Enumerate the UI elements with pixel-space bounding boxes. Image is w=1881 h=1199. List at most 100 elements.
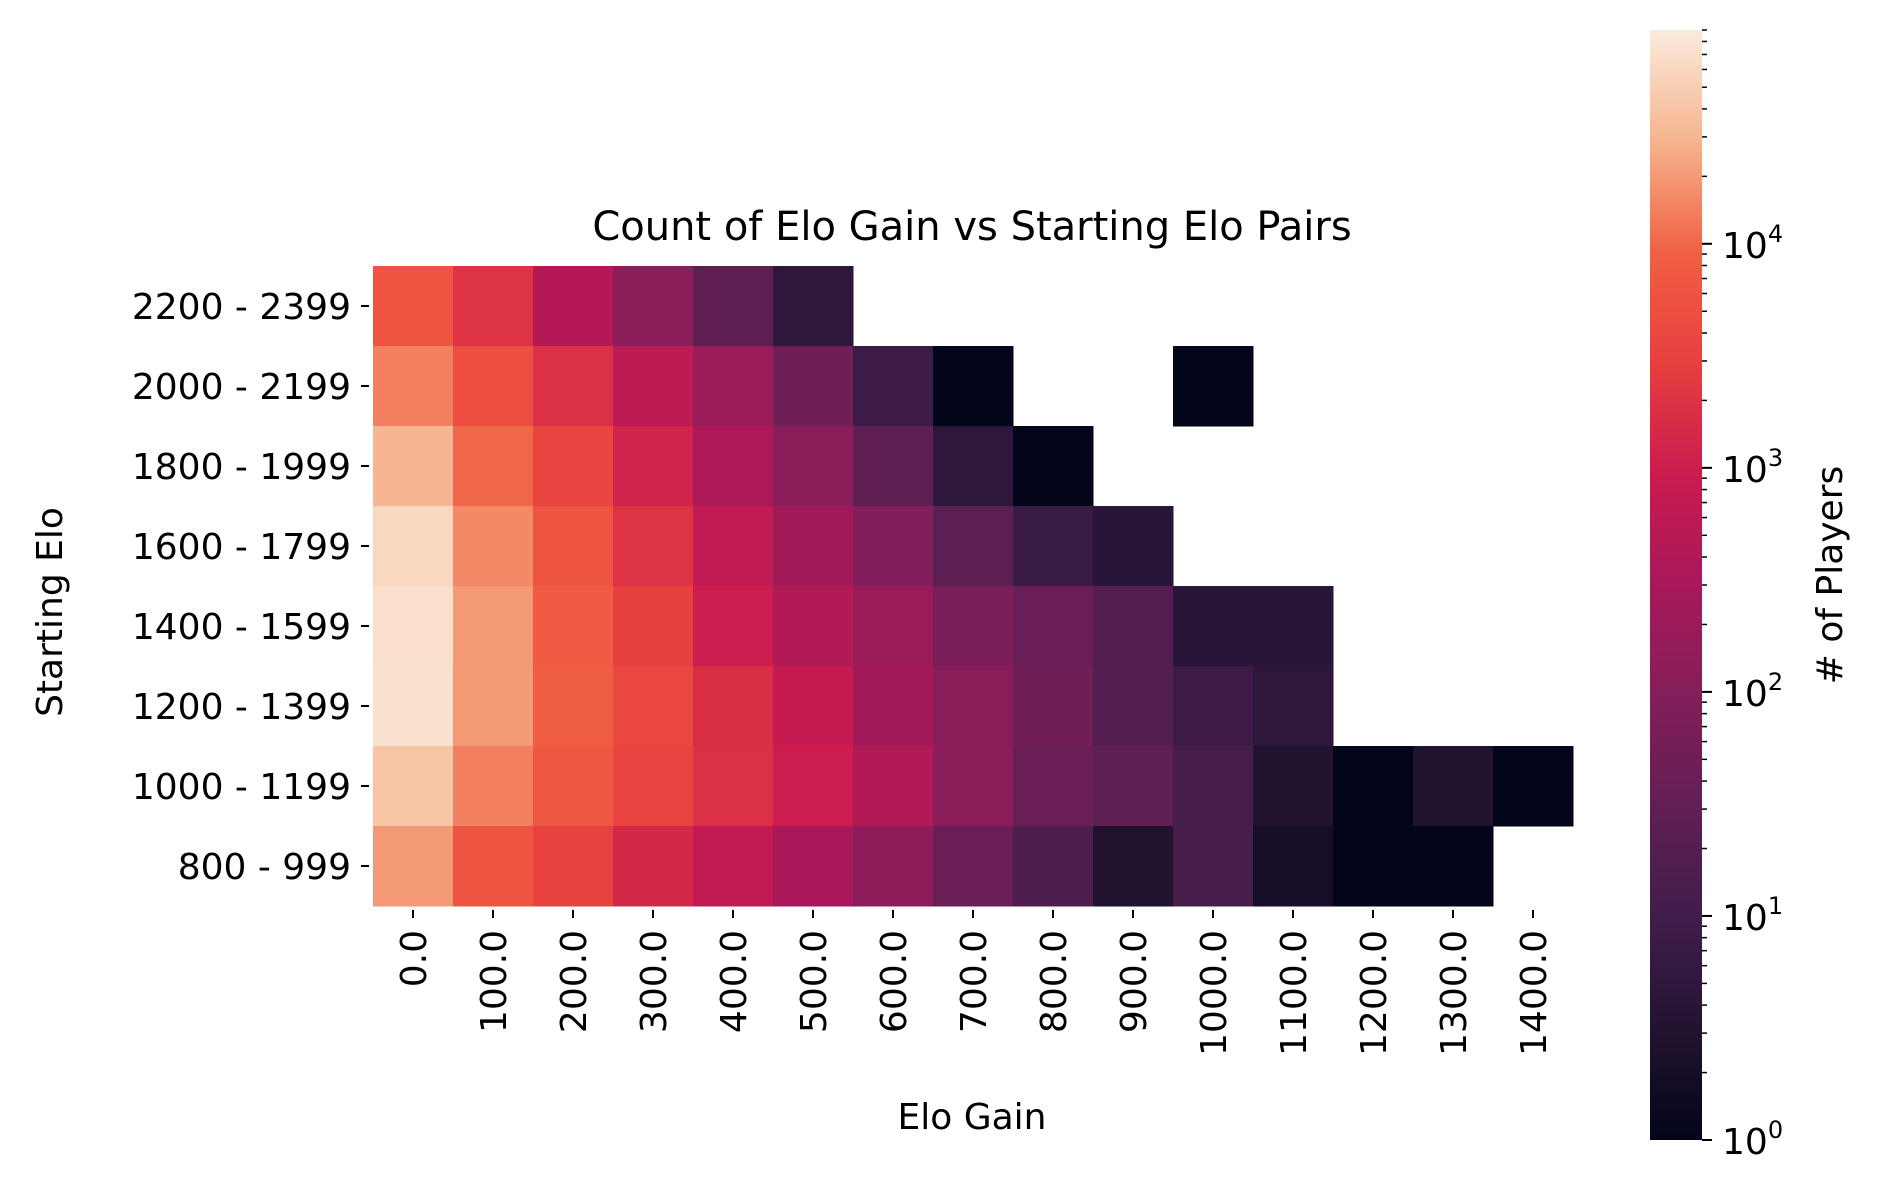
heatmap-cell <box>373 426 454 507</box>
heatmap-cell <box>1173 346 1254 427</box>
heatmap-cell <box>853 426 934 507</box>
colorbar-label: # of Players <box>1810 466 1851 685</box>
heatmap-cell <box>1173 746 1254 827</box>
x-tick-label: 800.0 <box>1034 930 1075 1033</box>
heatmap-cell <box>773 266 854 347</box>
heatmap-cell <box>773 826 854 907</box>
heatmap-cell <box>853 586 934 667</box>
heatmap-cell <box>373 506 454 587</box>
heatmap-cell <box>533 746 614 827</box>
heatmap-cell <box>933 426 1014 507</box>
x-tick-label: 1000.0 <box>1194 930 1235 1056</box>
heatmap-cell <box>933 746 1014 827</box>
heatmap-cell <box>933 666 1014 747</box>
x-axis-label: Elo Gain <box>898 1097 1047 1138</box>
heatmap-cell <box>693 426 774 507</box>
heatmap-cell <box>453 666 534 747</box>
heatmap-cell <box>1093 666 1174 747</box>
heatmap-cells <box>373 266 1574 907</box>
heatmap-cell <box>1493 746 1574 827</box>
heatmap-cell <box>453 826 534 907</box>
y-tick-label: 800 - 999 <box>178 847 351 888</box>
heatmap-cell <box>1013 506 1094 587</box>
x-tick-label: 400.0 <box>714 930 755 1033</box>
heatmap-cell <box>853 506 934 587</box>
heatmap-cell <box>1413 746 1494 827</box>
chart-title: Count of Elo Gain vs Starting Elo Pairs <box>592 204 1351 250</box>
y-tick-label: 2000 - 2199 <box>132 367 351 408</box>
y-tick-label: 1600 - 1799 <box>132 527 351 568</box>
heatmap-cell <box>373 266 454 347</box>
heatmap-cell <box>1013 666 1094 747</box>
y-axis-ticks: 2200 - 2399 2000 - 2199 1800 - 1999 1600 - … <box>132 287 369 888</box>
heatmap-cell <box>373 666 454 747</box>
heatmap-cell <box>533 266 614 347</box>
heatmap-cell <box>453 506 534 587</box>
heatmap-cell <box>1253 746 1334 827</box>
heatmap-cell <box>1253 586 1334 667</box>
heatmap-cell <box>613 506 694 587</box>
x-tick-label: 1100.0 <box>1274 930 1315 1056</box>
heatmap-cell <box>853 746 934 827</box>
x-tick-label: 700.0 <box>954 930 995 1033</box>
heatmap-cell <box>533 426 614 507</box>
heatmap-cell <box>773 666 854 747</box>
x-tick-label: 200.0 <box>554 930 595 1033</box>
heatmap-cell <box>453 426 534 507</box>
colorbar-tick-label: 103 <box>1722 444 1783 491</box>
heatmap-cell <box>1013 746 1094 827</box>
heatmap-cell <box>693 506 774 587</box>
heatmap-cell <box>613 346 694 427</box>
heatmap-cell <box>693 266 774 347</box>
colorbar-tick-label: 100 <box>1722 1116 1783 1163</box>
heatmap-cell <box>533 586 614 667</box>
heatmap-cell <box>693 346 774 427</box>
heatmap-cell <box>933 346 1014 427</box>
heatmap-cell <box>613 586 694 667</box>
heatmap-cell <box>613 826 694 907</box>
x-tick-label: 1400.0 <box>1514 930 1555 1056</box>
y-axis-label: Starting Elo <box>30 507 71 717</box>
heatmap-cell <box>453 346 534 427</box>
heatmap-cell <box>693 746 774 827</box>
heatmap-cell <box>613 426 694 507</box>
y-tick-label: 1000 - 1199 <box>132 767 351 808</box>
heatmap-cell <box>1093 826 1174 907</box>
heatmap-cell <box>693 826 774 907</box>
x-tick-label: 1300.0 <box>1434 930 1475 1056</box>
heatmap-cell <box>773 506 854 587</box>
colorbar-ticks: 100 101 102 103 104 <box>1702 29 1783 1163</box>
heatmap-cell <box>933 506 1014 587</box>
heatmap-cell <box>1253 666 1334 747</box>
heatmap-cell <box>1013 426 1094 507</box>
x-tick-label: 900.0 <box>1114 930 1155 1033</box>
heatmap-cell <box>373 826 454 907</box>
x-tick-label: 600.0 <box>874 930 915 1033</box>
heatmap-cell <box>693 586 774 667</box>
heatmap-cell <box>853 666 934 747</box>
heatmap-cell <box>1413 826 1494 907</box>
heatmap-cell <box>1333 746 1414 827</box>
heatmap-cell <box>373 346 454 427</box>
heatmap-cell <box>773 746 854 827</box>
heatmap-cell <box>1093 586 1174 667</box>
heatmap-cell <box>933 826 1014 907</box>
y-tick-label: 1200 - 1399 <box>132 687 351 728</box>
heatmap-cell <box>533 346 614 427</box>
heatmap-cell <box>1093 746 1174 827</box>
heatmap-cell <box>693 666 774 747</box>
heatmap-cell <box>373 586 454 667</box>
colorbar-tick-label: 104 <box>1722 220 1783 267</box>
heatmap-cell <box>773 586 854 667</box>
heatmap-cell <box>1013 826 1094 907</box>
y-tick-label: 2200 - 2399 <box>132 287 351 328</box>
heatmap-cell <box>1173 586 1254 667</box>
y-tick-label: 1400 - 1599 <box>132 607 351 648</box>
heatmap-cell <box>613 266 694 347</box>
colorbar <box>1650 30 1702 1140</box>
heatmap-cell <box>453 586 534 667</box>
x-axis-ticks: 0.0 100.0 200.0 300.0 400.0 500.0 600.0 700.0 80… <box>394 910 1555 1056</box>
heatmap-cell <box>533 826 614 907</box>
